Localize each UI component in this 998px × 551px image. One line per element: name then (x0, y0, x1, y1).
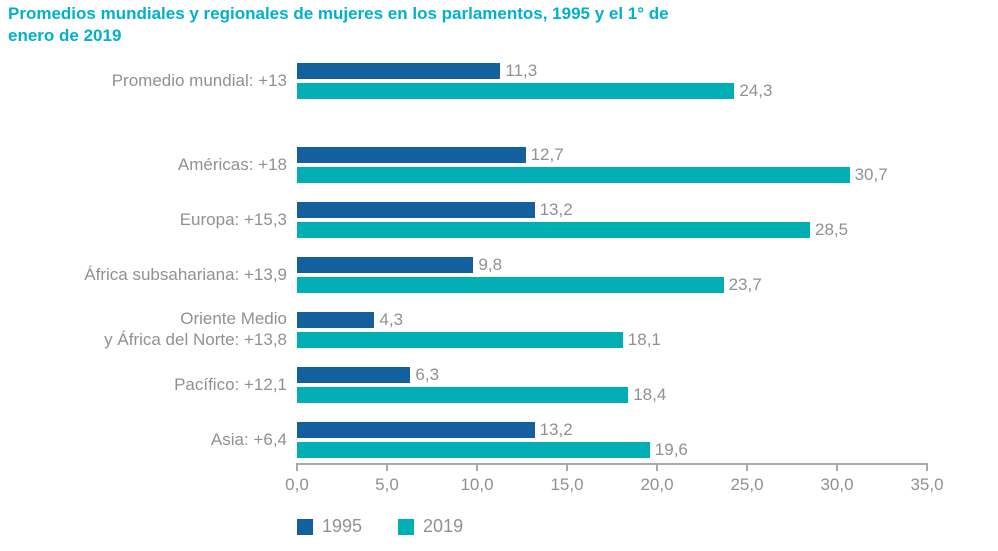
x-axis-tick-label: 0,0 (285, 475, 309, 494)
category-label: Pacífico: +12,1 (174, 374, 287, 394)
chart-row-europe: Europa: +15,3 13,2 28,5 (0, 200, 998, 239)
value-label-1995: 12,7 (530, 145, 564, 164)
bar-2019 (297, 167, 850, 183)
bar-1995 (297, 257, 474, 273)
bar-1995 (297, 63, 501, 79)
chart-row-world: Promedio mundial: +13 11,3 24,3 (0, 61, 998, 100)
legend-label-2019: 2019 (423, 516, 464, 536)
value-label-1995: 6,3 (415, 365, 440, 384)
x-axis-tick-label: 30,0 (820, 475, 854, 494)
legend-label-1995: 1995 (322, 516, 363, 536)
value-label-1995: 11,3 (505, 61, 538, 80)
x-axis-line (297, 463, 927, 465)
x-axis-tick (296, 463, 298, 471)
value-label-2019: 18,4 (633, 385, 667, 404)
value-label-2019: 24,3 (739, 81, 773, 100)
chart-row-pacific: Pacífico: +12,1 6,3 18,4 (0, 365, 998, 404)
bar-2019 (297, 442, 650, 458)
category-label: Europa: +15,3 (179, 209, 287, 229)
bar-2019 (297, 387, 629, 403)
category-label: Américas: +18 (177, 154, 287, 174)
x-axis-tick-label: 5,0 (375, 475, 399, 494)
chart-row-americas: Américas: +18 12,7 30,7 (0, 145, 998, 184)
legend-swatch-2019 (398, 518, 415, 535)
category-label: Promedio mundial: +13 (111, 70, 287, 90)
legend-item-1995: 1995 (297, 516, 362, 537)
value-label-1995: 13,2 (539, 200, 573, 219)
x-axis-tick-label: 25,0 (730, 475, 764, 494)
x-axis-tick (926, 463, 928, 471)
x-axis-tick-label: 35,0 (910, 475, 944, 494)
x-axis-tick-label: 15,0 (550, 475, 584, 494)
value-label-1995: 9,8 (478, 255, 503, 274)
bar-1995 (297, 367, 411, 383)
value-label-2019: 28,5 (815, 220, 849, 239)
bar-chart: Promedio mundial: +13 11,3 24,3 Américas… (0, 61, 998, 495)
legend-item-2019: 2019 (398, 516, 463, 537)
x-axis-tick (476, 463, 478, 471)
bar-2019 (297, 277, 724, 293)
x-axis-tick-label: 10,0 (460, 475, 494, 494)
x-axis-tick (746, 463, 748, 471)
bar-2019 (297, 222, 810, 238)
x-axis: 0,0 5,0 10,0 15,0 20,0 25,0 30,0 35,0 (285, 463, 944, 495)
x-axis-tick (386, 463, 388, 471)
value-label-2019: 23,7 (728, 275, 762, 294)
x-axis-tick (566, 463, 568, 471)
value-label-2019: 18,1 (627, 330, 661, 349)
x-axis-tick-label: 20,0 (640, 475, 674, 494)
legend: 1995 2019 (297, 516, 499, 537)
chart-row-middle-east-north-africa: Oriente Medio y África del Norte: +13,8 … (0, 309, 998, 349)
value-label-1995: 4,3 (379, 310, 404, 329)
x-axis-tick (656, 463, 658, 471)
bar-2019 (297, 83, 735, 99)
value-label-2019: 30,7 (854, 165, 888, 184)
value-label-1995: 13,2 (539, 420, 573, 439)
category-label: Asia: +6,4 (210, 429, 287, 449)
value-label-2019: 19,6 (654, 440, 688, 459)
category-label: África subsahariana: +13,9 (84, 264, 287, 284)
bar-1995 (297, 202, 535, 218)
bar-2019 (297, 332, 623, 348)
x-axis-tick (836, 463, 838, 471)
chart-title: Promedios mundiales y regionales de muje… (8, 4, 669, 46)
bar-1995 (297, 312, 375, 328)
category-label: Oriente Medio y África del Norte: +13,8 (104, 309, 287, 349)
bar-1995 (297, 422, 535, 438)
legend-swatch-1995 (297, 518, 313, 535)
chart-row-subsaharan-africa: África subsahariana: +13,9 9,8 23,7 (0, 255, 998, 294)
bar-1995 (297, 147, 526, 163)
chart-row-asia: Asia: +6,4 13,2 19,6 (0, 420, 998, 459)
